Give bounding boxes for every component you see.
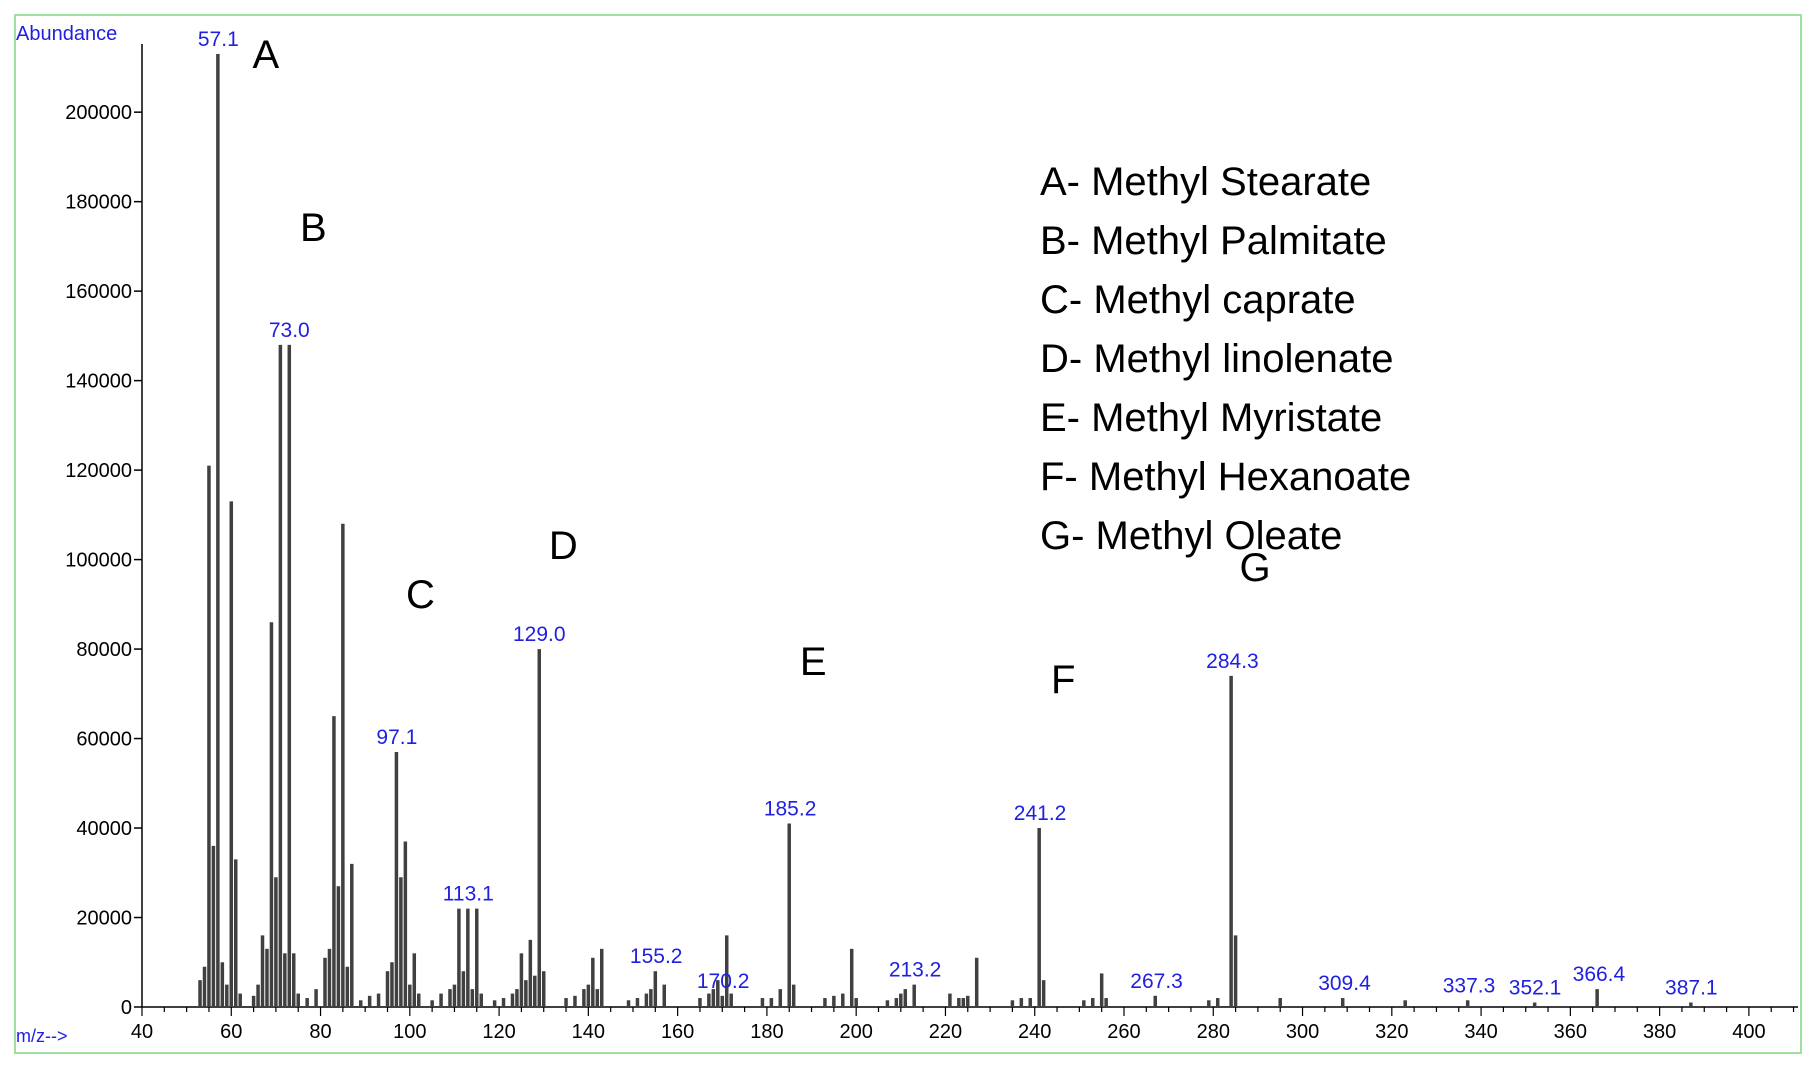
y-axis-label: Abundance xyxy=(16,23,117,45)
peak-label: 241.2 xyxy=(1014,802,1067,825)
peak-label: 337.3 xyxy=(1443,974,1496,997)
x-tick-label: 60 xyxy=(220,1021,242,1043)
peak-label: 155.2 xyxy=(630,945,683,968)
legend-entry: G- Methyl Oleate xyxy=(1040,514,1342,558)
peak-label: 387.1 xyxy=(1665,977,1718,1000)
y-tick-label: 0 xyxy=(121,997,132,1019)
legend-entry: D- Methyl linolenate xyxy=(1040,337,1394,381)
peak-annotation: G xyxy=(1240,546,1271,590)
peak-annotation: B xyxy=(300,206,327,250)
x-tick-label: 260 xyxy=(1107,1021,1140,1043)
peak-label: 170.2 xyxy=(697,970,750,993)
x-tick-label: 380 xyxy=(1643,1021,1676,1043)
peak-annotation: C xyxy=(406,573,435,617)
peak-label: 284.3 xyxy=(1206,650,1259,673)
peak-label: 213.2 xyxy=(889,959,942,982)
peak-label: 97.1 xyxy=(376,726,417,749)
x-tick-label: 240 xyxy=(1018,1021,1051,1043)
x-tick-label: 220 xyxy=(929,1021,962,1043)
y-tick-label: 200000 xyxy=(65,102,132,124)
x-tick-label: 180 xyxy=(750,1021,783,1043)
y-tick-label: 100000 xyxy=(65,550,132,572)
chart-frame xyxy=(14,14,1802,1054)
legend-entry: B- Methyl Palmitate xyxy=(1040,219,1387,263)
x-tick-label: 160 xyxy=(661,1021,694,1043)
peak-annotation: D xyxy=(549,524,578,568)
peak-label: 185.2 xyxy=(764,798,817,821)
x-tick-label: 200 xyxy=(839,1021,872,1043)
peak-label: 129.0 xyxy=(513,623,566,646)
x-tick-label: 40 xyxy=(131,1021,153,1043)
x-tick-label: 400 xyxy=(1732,1021,1765,1043)
x-tick-label: 140 xyxy=(572,1021,605,1043)
peak-label: 366.4 xyxy=(1573,963,1626,986)
peak-annotation: A xyxy=(253,33,280,77)
peak-annotation: E xyxy=(800,640,827,684)
y-tick-label: 140000 xyxy=(65,371,132,393)
y-tick-label: 120000 xyxy=(65,460,132,482)
legend-entry: A- Methyl Stearate xyxy=(1040,160,1371,204)
x-tick-label: 320 xyxy=(1375,1021,1408,1043)
y-tick-label: 20000 xyxy=(76,908,132,930)
peak-annotation: F xyxy=(1051,658,1075,702)
x-tick-label: 300 xyxy=(1286,1021,1319,1043)
peak-label: 267.3 xyxy=(1130,970,1183,993)
legend-entry: C- Methyl caprate xyxy=(1040,278,1356,322)
y-tick-label: 60000 xyxy=(76,729,132,751)
y-tick-label: 80000 xyxy=(76,639,132,661)
x-axis-label: m/z--> xyxy=(16,1026,68,1046)
y-tick-label: 180000 xyxy=(65,192,132,214)
peak-label: 309.4 xyxy=(1318,972,1371,995)
x-tick-label: 120 xyxy=(482,1021,515,1043)
y-tick-label: 40000 xyxy=(76,818,132,840)
legend-entry: E- Methyl Myristate xyxy=(1040,396,1382,440)
x-tick-label: 100 xyxy=(393,1021,426,1043)
peak-label: 73.0 xyxy=(269,319,310,342)
y-tick-label: 160000 xyxy=(65,281,132,303)
legend-entry: F- Methyl Hexanoate xyxy=(1040,455,1411,499)
x-tick-label: 80 xyxy=(309,1021,331,1043)
peak-label: 352.1 xyxy=(1509,977,1562,1000)
peak-label: 113.1 xyxy=(443,883,494,906)
x-tick-label: 340 xyxy=(1464,1021,1497,1043)
x-tick-label: 280 xyxy=(1197,1021,1230,1043)
x-tick-label: 360 xyxy=(1554,1021,1587,1043)
peak-label: 57.1 xyxy=(198,28,239,51)
